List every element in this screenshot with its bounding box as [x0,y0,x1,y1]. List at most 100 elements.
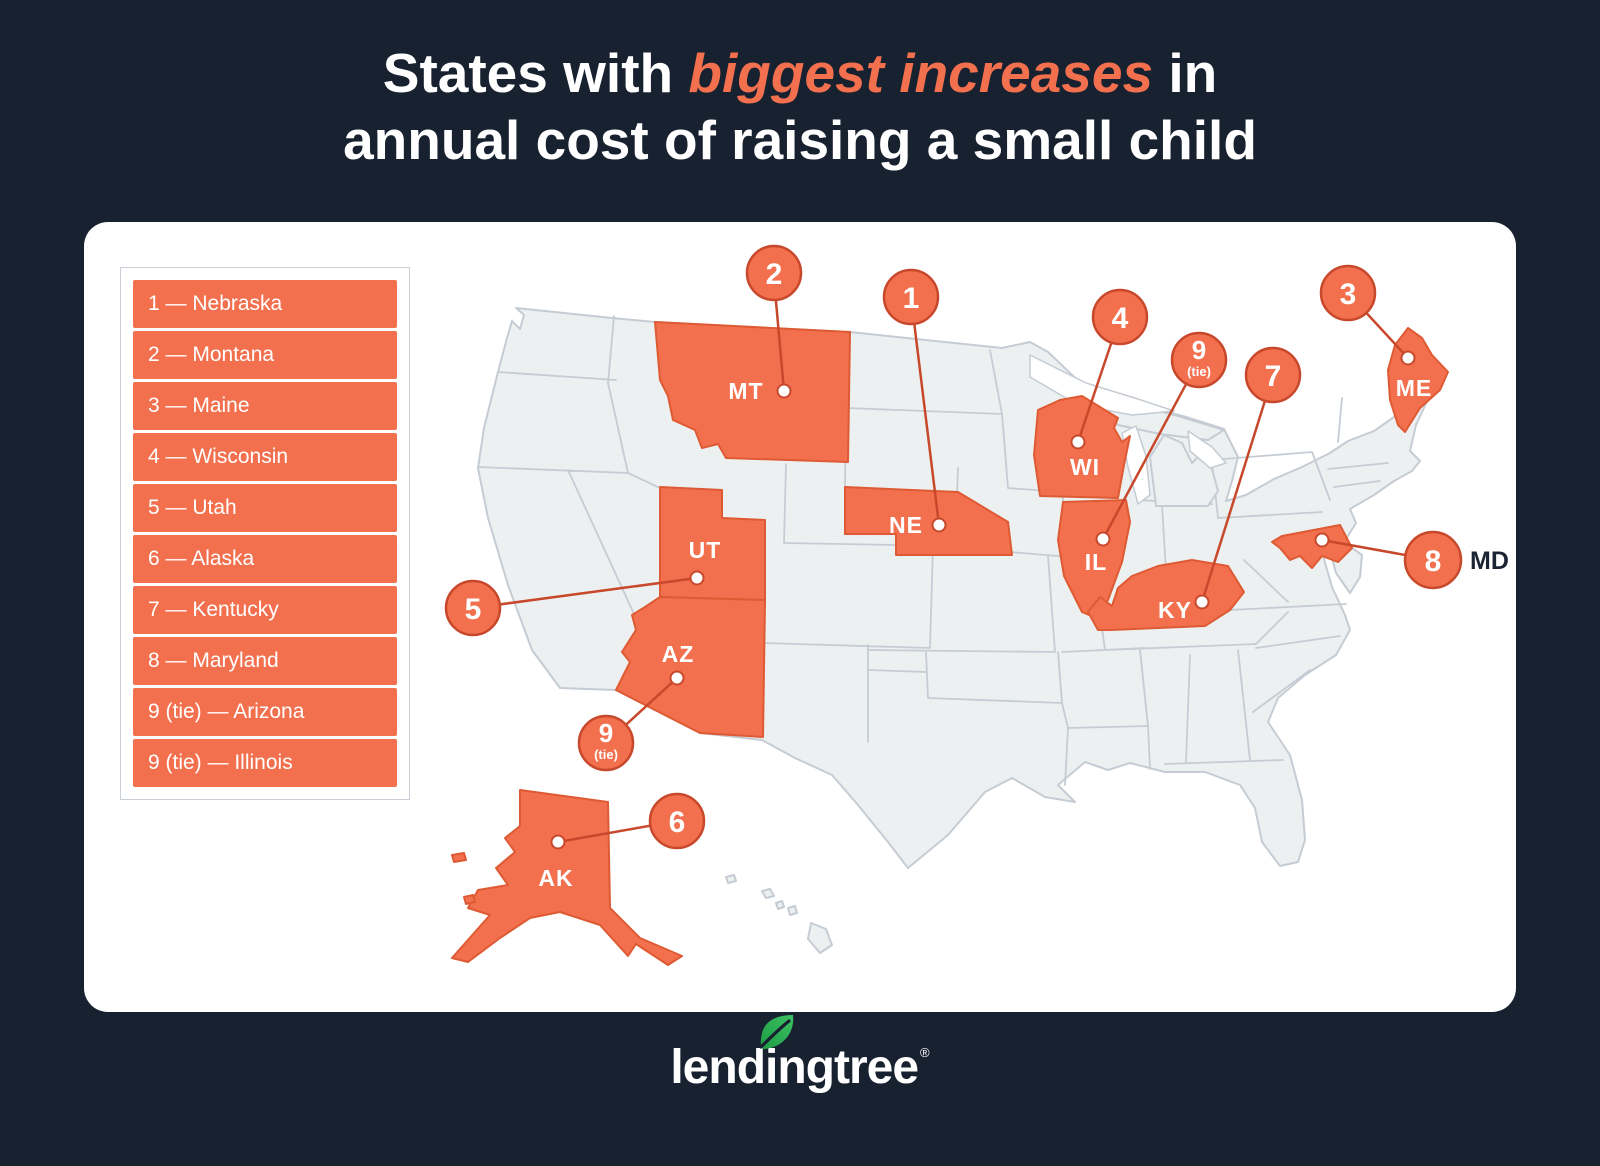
state-label-maine: ME [1396,375,1433,401]
callout-badge-1 [882,268,940,326]
connector-line-utah [472,576,698,610]
callout-number-2: 2 [766,258,783,291]
callout-number-4: 4 [1112,302,1129,335]
callout-badge-6 [648,792,706,850]
registered-trademark: ® [920,1045,930,1060]
title-line-1: States with biggest increases in [0,40,1600,107]
ranking-item-8: 8 — Maryland [133,637,397,685]
hawaii-island-big [807,922,833,954]
callout-number-7: 7 [1265,360,1282,393]
hawaii-island-1 [725,874,737,884]
state-label-nebraska: NE [889,512,923,538]
hawaii-island-2 [761,888,775,899]
state-montana [654,321,851,463]
ranking-item-2: 2 — Montana [133,331,397,379]
state-label-arizona: AZ [662,641,695,667]
callout-badge-5 [444,579,502,637]
state-dot-maryland [1314,532,1330,548]
state-label-kentucky: KY [1158,597,1192,623]
title-highlight: biggest increases [688,42,1154,104]
ranking-item-4: 4 — Wisconsin [133,433,397,481]
title-prefix: States with [382,42,689,104]
lake-superior [1029,354,1175,416]
state-dot-arizona [669,670,685,686]
callout-number-3: 3 [1340,278,1357,311]
brand-lockup: lendingtree ® [670,1015,930,1095]
ranking-item-6: 6 — Alaska [133,535,397,583]
alaska-island-1 [451,852,467,863]
state-alaska [451,789,683,966]
callout-nebraska: 1 [882,268,947,533]
state-dot-wisconsin [1070,434,1086,450]
callout-utah: 5 [444,570,705,637]
footer-brand: lendingtree ® [0,1015,1600,1095]
state-dot-nebraska [931,517,947,533]
alaska-island-2 [463,894,476,905]
callout-badge-9-arizona [577,714,635,772]
ranking-item-5: 5 — Utah [133,484,397,532]
callout-number-1: 1 [903,282,920,315]
state-maryland [1271,524,1353,569]
callout-badge-7 [1244,346,1302,404]
callout-kentucky: 7 [1194,346,1302,610]
state-dot-maine [1400,350,1416,366]
title-suffix: in [1153,42,1218,104]
highlighted-states [451,321,1449,966]
hawaii-island-4 [787,905,798,916]
callout-badge-4 [1091,288,1149,346]
connector-line-illinois [1101,359,1201,540]
state-dot-illinois [1095,531,1111,547]
state-dot-alaska [550,834,566,850]
callouts: 1 2 3 4 [444,244,1509,850]
state-nebraska [844,486,1013,556]
hawaii-islands [725,874,833,954]
state-dot-kentucky [1194,594,1210,610]
callout-badge-3 [1319,264,1377,322]
callout-illinois: 9 (tie) [1095,331,1228,547]
callout-maryland: 8 MD [1314,530,1509,590]
callout-alaska: 6 [550,792,706,850]
ranking-item-1: 1 — Nebraska [133,280,397,328]
leaf-icon [759,1015,794,1049]
state-label-wisconsin: WI [1070,454,1100,480]
state-kentucky [1087,559,1245,631]
callout-tie-illinois: (tie) [1187,364,1211,379]
callout-badge-9-illinois [1170,331,1228,389]
state-label-alaska: AK [538,865,573,891]
callout-wisconsin: 4 [1070,288,1149,450]
callout-external-label-md: MD [1470,547,1509,575]
callout-badge-8 [1403,530,1463,590]
ranking-item-10: 9 (tie) — Illinois [133,739,397,787]
state-michigan-lower [1149,434,1219,507]
callout-number-5: 5 [465,593,482,626]
lake-huron [1187,430,1227,469]
callout-number-9-illinois: 9 [1192,335,1206,365]
callout-number-6: 6 [669,806,686,839]
us-map: 1 2 3 4 [444,244,1509,966]
callout-number-9-arizona: 9 [599,718,613,748]
state-labels: MT NE UT AZ WI IL KY ME AK [538,375,1433,891]
connector-line-kentucky [1200,374,1275,603]
ranking-item-7: 7 — Kentucky [133,586,397,634]
state-dot-montana [776,383,792,399]
ranking-item-9: 9 (tie) — Arizona [133,688,397,736]
state-dot-utah [689,570,705,586]
ranking-item-3: 3 — Maine [133,382,397,430]
callout-montana: 2 [745,244,803,399]
callout-arizona: 9 (tie) [577,670,685,772]
ranking-panel: 1 — Nebraska 2 — Montana 3 — Maine 4 — W… [120,267,410,800]
state-label-illinois: IL [1085,549,1107,575]
state-label-montana: MT [728,378,763,404]
page-title: States with biggest increases in annual … [0,40,1600,174]
state-label-utah: UT [689,537,722,563]
callout-badge-2 [745,244,803,302]
callout-number-8: 8 [1425,545,1442,578]
callout-tie-arizona: (tie) [594,747,618,762]
callout-maine: 3 [1319,264,1416,366]
title-line-2: annual cost of raising a small child [343,109,1257,171]
hawaii-island-3 [775,900,785,910]
connector-line-nebraska [909,296,941,526]
state-arizona [615,596,766,738]
brand-wordmark: lendingtree [670,1041,919,1094]
